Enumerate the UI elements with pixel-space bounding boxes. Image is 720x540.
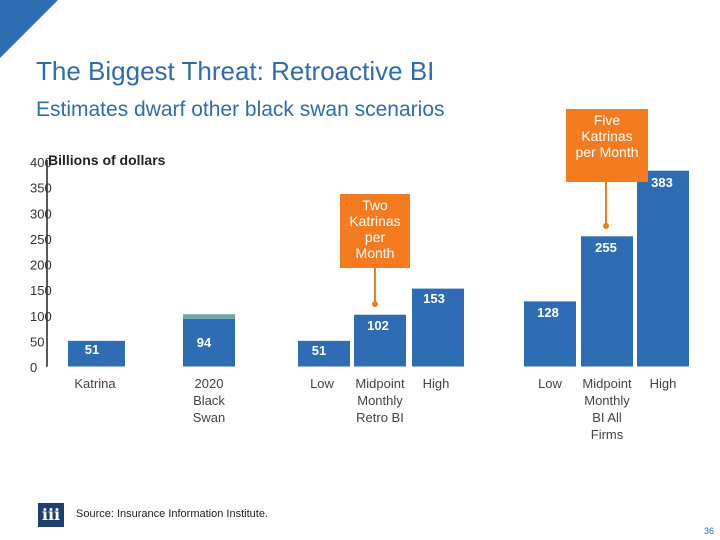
y-tick-label: 0 — [30, 360, 37, 375]
y-tick-label: 350 — [30, 181, 52, 196]
x-tick-label: Midpoint — [582, 376, 632, 391]
data-label: 51 — [312, 343, 326, 358]
y-tick-label: 100 — [30, 309, 52, 324]
y-tick-label: 400 — [30, 155, 52, 170]
x-tick-label: Katrina — [74, 376, 116, 391]
y-tick-label: 300 — [30, 206, 52, 221]
bar-0 — [68, 340, 125, 367]
data-label: 153 — [423, 291, 445, 306]
x-tick-label: High — [650, 376, 677, 391]
x-tick-label: Low — [538, 376, 562, 391]
bar-5 — [524, 301, 576, 367]
y-tick-label: 250 — [30, 232, 52, 247]
corner-decoration — [0, 0, 58, 58]
x-tick-label: Swan — [193, 410, 226, 425]
x-tick-label: 2020 — [195, 376, 224, 391]
callout-dot-0 — [372, 301, 378, 307]
x-tick-label: Midpoint — [355, 376, 405, 391]
callout-two-katrinas: Two Katrinas per Month — [340, 194, 410, 268]
x-tick-label: Low — [310, 376, 334, 391]
y-axis-label: Billions of dollars — [48, 152, 166, 168]
bar-6 — [581, 236, 633, 367]
x-tick-label: Monthly — [584, 393, 630, 408]
x-tick-label: Retro BI — [356, 410, 404, 425]
data-label: 94 — [197, 335, 212, 350]
data-label: 102 — [367, 318, 389, 333]
bar-2 — [298, 340, 350, 367]
x-tick-label: BI All — [592, 410, 622, 425]
callout-five-katrinas: Five Katrinas per Month — [566, 109, 648, 182]
x-tick-label: Black — [193, 393, 225, 408]
x-tick-label: Firms — [591, 427, 624, 442]
y-tick-label: 200 — [30, 258, 52, 273]
x-tick-label: High — [423, 376, 450, 391]
slide-subtitle: Estimates dwarf other black swan scenari… — [36, 98, 445, 121]
x-tick-label: Monthly — [357, 393, 403, 408]
source-note: Source: Insurance Information Institute. — [76, 508, 268, 520]
bar-1 — [183, 318, 235, 367]
bar-top-segment-1 — [183, 314, 235, 319]
bar-4 — [412, 288, 464, 367]
data-label: 255 — [595, 240, 617, 255]
data-label: 128 — [537, 305, 559, 320]
bar-7 — [637, 170, 689, 367]
page-number: 36 — [703, 526, 714, 536]
callout-dot-1 — [603, 223, 609, 229]
iii-logo: iii — [38, 503, 64, 527]
y-tick-label: 50 — [30, 334, 44, 349]
data-label: 383 — [651, 175, 673, 190]
data-label: 51 — [85, 342, 99, 357]
y-tick-label: 150 — [30, 283, 52, 298]
bar-3 — [354, 314, 406, 367]
slide-title: The Biggest Threat: Retroactive BI — [36, 56, 435, 86]
